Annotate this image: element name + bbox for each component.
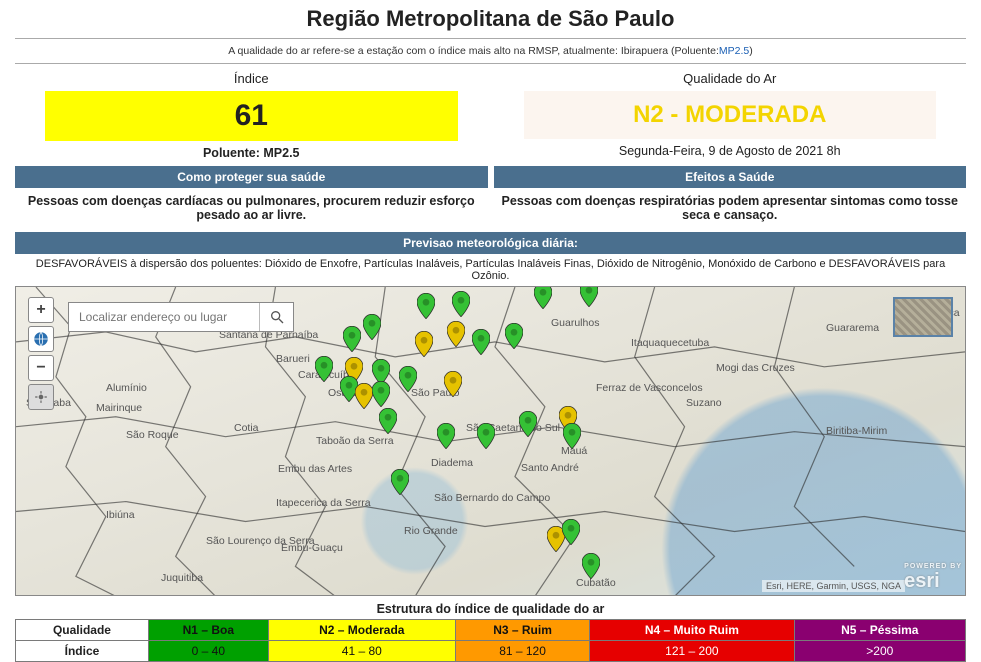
station-pin[interactable]: [534, 286, 552, 309]
legend-title: Estrutura do índice de qualidade do ar: [15, 596, 966, 619]
forecast-text: DESFAVORÁVEIS à dispersão dos poluentes:…: [15, 254, 966, 286]
station-pin[interactable]: [391, 469, 409, 495]
legend-cell: N1 – Boa: [148, 620, 268, 641]
effects-band: Efeitos a Saúde: [494, 166, 967, 188]
station-pin[interactable]: [582, 553, 600, 579]
legend-header-index: Índice: [16, 641, 149, 662]
subtitle-text: A qualidade do ar refere-se a estação co…: [228, 45, 719, 57]
station-pin[interactable]: [437, 423, 455, 449]
station-pin[interactable]: [505, 323, 523, 349]
subtitle: A qualidade do ar refere-se a estação co…: [15, 43, 966, 61]
index-value: 61: [45, 91, 458, 141]
legend-cell: 121 – 200: [590, 641, 794, 662]
station-pin[interactable]: [415, 331, 433, 357]
quality-value: N2 - MODERADA: [524, 91, 937, 139]
station-pin[interactable]: [315, 356, 333, 382]
station-pin[interactable]: [355, 383, 373, 409]
home-extent-button[interactable]: [28, 326, 54, 352]
legend-cell: N2 – Moderada: [268, 620, 455, 641]
zoom-in-button[interactable]: +: [28, 297, 54, 323]
station-pin[interactable]: [363, 314, 381, 340]
pollutant-link[interactable]: MP2.5: [719, 45, 749, 57]
legend-cell: 41 – 80: [268, 641, 455, 662]
station-pin[interactable]: [452, 291, 470, 317]
map-search[interactable]: [68, 302, 294, 332]
page-title: Região Metropolitana de São Paulo: [15, 0, 966, 36]
legend-header-quality: Qualidade: [16, 620, 149, 641]
legend-cell: 0 – 40: [148, 641, 268, 662]
search-button[interactable]: [259, 303, 293, 331]
map[interactable]: São PauloGuarulhosOsascoCarapicuíbaBarue…: [15, 286, 966, 596]
protect-advice: Pessoas com doenças cardíacas ou pulmona…: [15, 188, 488, 228]
timestamp-label: Segunda-Feira, 9 de Agosto de 2021 8h: [494, 141, 967, 164]
legend-table: QualidadeN1 – BoaN2 – ModeradaN3 – RuimN…: [15, 619, 966, 662]
legend-cell: 81 – 120: [455, 641, 589, 662]
basemap-toggle[interactable]: [893, 297, 953, 337]
divider: [15, 63, 966, 64]
subtitle-suffix: ): [749, 45, 753, 57]
station-pin[interactable]: [444, 371, 462, 397]
effects-advice: Pessoas com doenças respiratórias podem …: [494, 188, 967, 228]
station-pin[interactable]: [343, 326, 361, 352]
index-heading: Índice: [15, 68, 488, 89]
forecast-band: Previsao meteorológica diária:: [15, 232, 966, 254]
pollutant-label: Poluente: MP2.5: [15, 143, 488, 166]
station-pin[interactable]: [447, 321, 465, 347]
legend-cell: N3 – Ruim: [455, 620, 589, 641]
quality-heading: Qualidade do Ar: [494, 68, 967, 89]
zoom-out-button[interactable]: −: [28, 355, 54, 381]
station-pin[interactable]: [417, 293, 435, 319]
station-pin[interactable]: [399, 366, 417, 392]
station-pin[interactable]: [580, 286, 598, 307]
legend-cell: N5 – Péssima: [794, 620, 965, 641]
station-pin[interactable]: [472, 329, 490, 355]
protect-band: Como proteger sua saúde: [15, 166, 488, 188]
station-pin[interactable]: [563, 423, 581, 449]
locate-button[interactable]: [28, 384, 54, 410]
legend-cell: >200: [794, 641, 965, 662]
legend-cell: N4 – Muito Ruim: [590, 620, 794, 641]
map-attribution: Esri, HERE, Garmin, USGS, NGA: [762, 580, 905, 592]
station-pin[interactable]: [379, 408, 397, 434]
search-icon: [269, 309, 285, 325]
station-pin[interactable]: [477, 423, 495, 449]
station-pin[interactable]: [519, 411, 537, 437]
divider: [15, 38, 966, 39]
station-pin[interactable]: [562, 519, 580, 545]
search-input[interactable]: [69, 303, 259, 331]
station-pin[interactable]: [372, 381, 390, 407]
